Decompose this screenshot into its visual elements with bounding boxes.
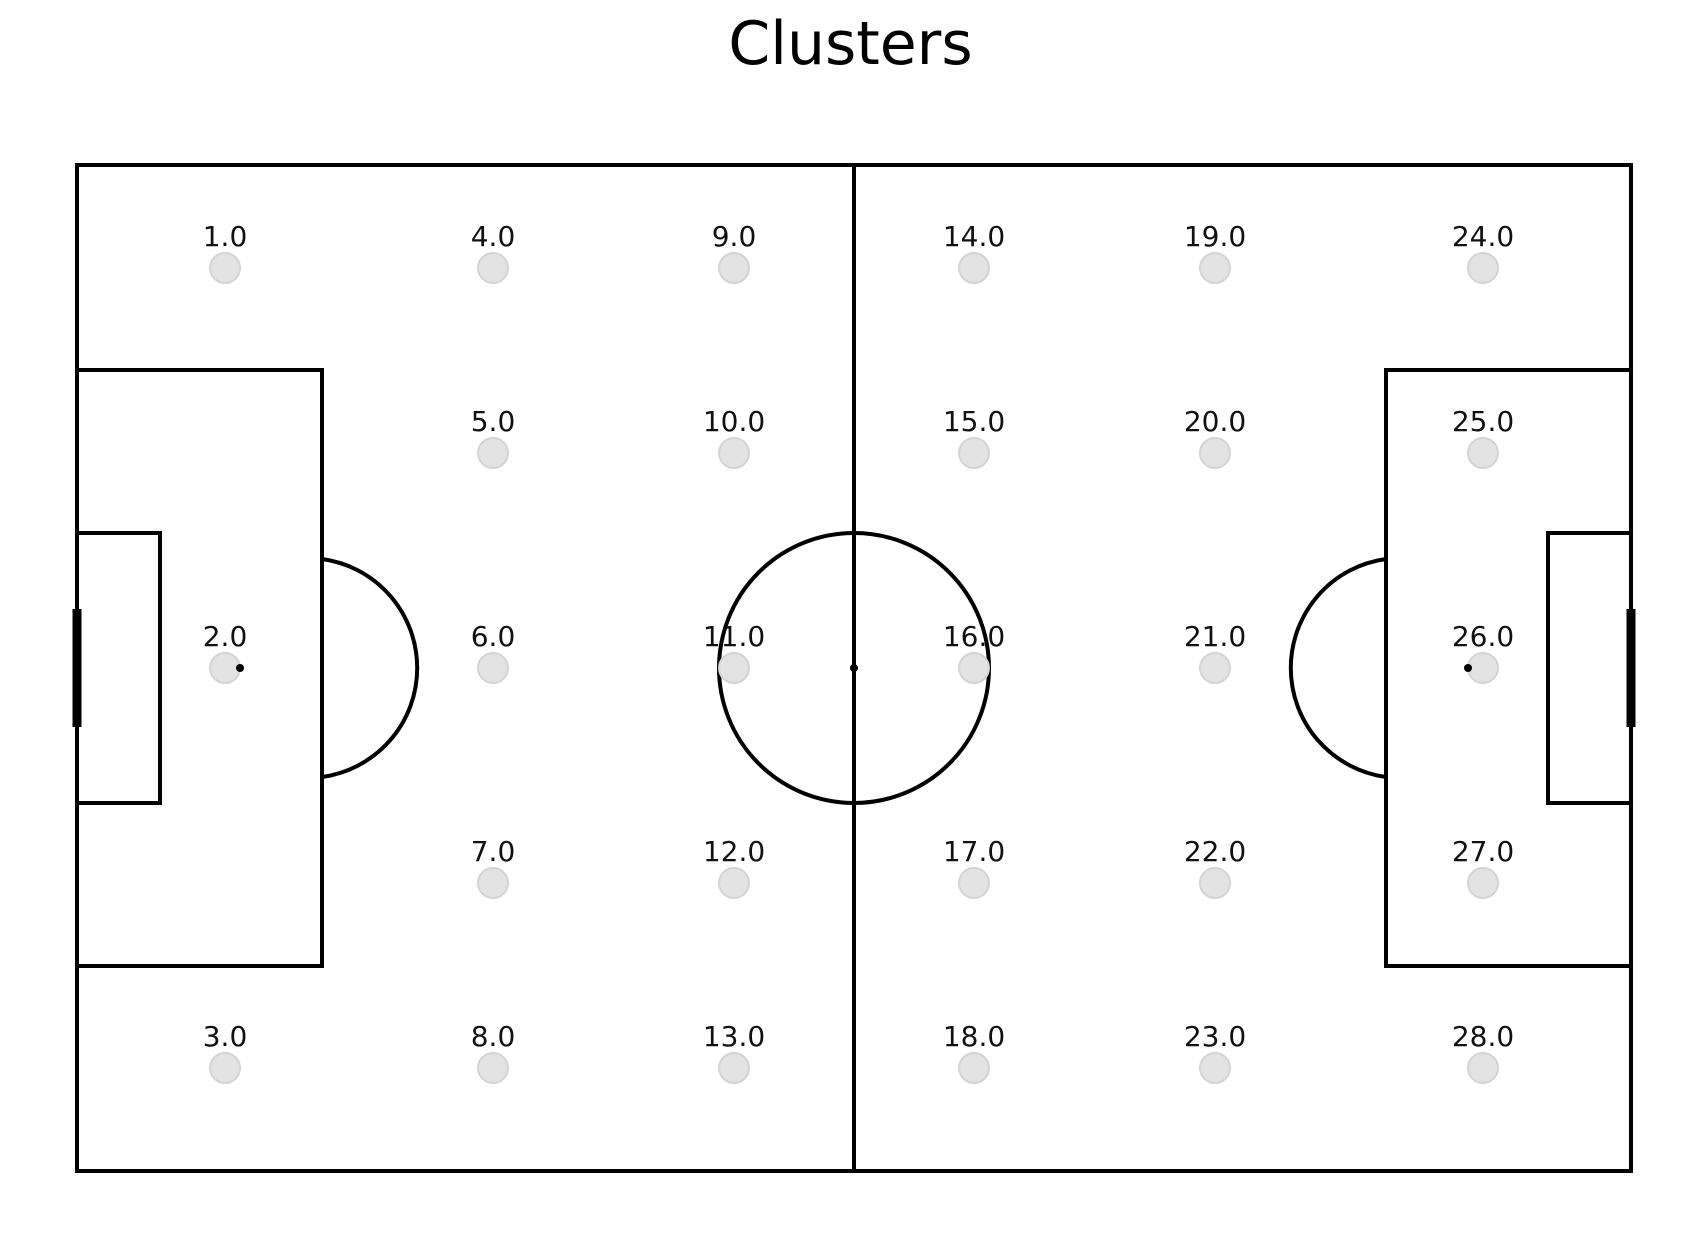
cluster-label: 21.0 (1184, 620, 1246, 653)
cluster-label: 17.0 (943, 835, 1005, 868)
cluster-label: 12.0 (703, 835, 765, 868)
cluster-3.0: 3.0 (203, 1020, 248, 1084)
left-goal-area (75, 531, 162, 805)
cluster-label: 5.0 (471, 405, 516, 438)
cluster-10.0: 10.0 (703, 405, 765, 469)
cluster-markers: 1.0 2.0 3.0 4.0 5.0 6.0 7.0 8.0 9.0 10.0 11.0 12.0 1… (203, 220, 1514, 1084)
cluster-23.0: 23.0 (1184, 1020, 1246, 1084)
cluster-26.0: 26.0 (1452, 620, 1514, 684)
cluster-12.0: 12.0 (703, 835, 765, 899)
cluster-6.0: 6.0 (471, 620, 516, 684)
cluster-marker (477, 437, 509, 469)
cluster-label: 23.0 (1184, 1020, 1246, 1053)
cluster-marker (1199, 652, 1231, 684)
cluster-22.0: 22.0 (1184, 835, 1246, 899)
cluster-marker (1199, 437, 1231, 469)
cluster-marker (1467, 1052, 1499, 1084)
cluster-label: 4.0 (471, 220, 516, 253)
cluster-label: 6.0 (471, 620, 516, 653)
cluster-label: 13.0 (703, 1020, 765, 1053)
cluster-marker (1199, 1052, 1231, 1084)
cluster-marker (958, 1052, 990, 1084)
left-penalty-arc (321, 557, 420, 779)
left-penalty-area (75, 368, 324, 968)
cluster-1.0: 1.0 (203, 220, 248, 284)
cluster-15.0: 15.0 (943, 405, 1005, 469)
cluster-marker (958, 252, 990, 284)
centre-spot (850, 664, 858, 672)
cluster-label: 9.0 (712, 220, 757, 253)
cluster-marker (1467, 867, 1499, 899)
cluster-marker (477, 867, 509, 899)
cluster-11.0: 11.0 (703, 620, 765, 684)
right-goal-area (1546, 531, 1633, 805)
cluster-20.0: 20.0 (1184, 405, 1246, 469)
cluster-marker (718, 867, 750, 899)
cluster-marker (477, 652, 509, 684)
cluster-label: 7.0 (471, 835, 516, 868)
cluster-label: 27.0 (1452, 835, 1514, 868)
right-penalty-spot (1464, 664, 1472, 672)
cluster-label: 14.0 (943, 220, 1005, 253)
pitch-goals (72, 609, 1636, 727)
cluster-marker (477, 1052, 509, 1084)
cluster-marker (718, 652, 750, 684)
cluster-label: 28.0 (1452, 1020, 1514, 1053)
cluster-marker (958, 437, 990, 469)
cluster-marker (1467, 652, 1499, 684)
right-penalty-arc (1288, 557, 1387, 779)
cluster-marker (958, 652, 990, 684)
cluster-label: 2.0 (203, 620, 248, 653)
cluster-label: 25.0 (1452, 405, 1514, 438)
cluster-label: 10.0 (703, 405, 765, 438)
cluster-marker (1467, 252, 1499, 284)
cluster-marker (1199, 867, 1231, 899)
left-penalty-spot (236, 664, 244, 672)
cluster-27.0: 27.0 (1452, 835, 1514, 899)
cluster-label: 11.0 (703, 620, 765, 653)
cluster-label: 15.0 (943, 405, 1005, 438)
cluster-marker (209, 1052, 241, 1084)
cluster-marker (958, 867, 990, 899)
cluster-7.0: 7.0 (471, 835, 516, 899)
cluster-marker (209, 652, 241, 684)
cluster-28.0: 28.0 (1452, 1020, 1514, 1084)
cluster-label: 26.0 (1452, 620, 1514, 653)
cluster-21.0: 21.0 (1184, 620, 1246, 684)
chart-title: Clusters (728, 9, 973, 79)
cluster-marker (209, 252, 241, 284)
cluster-label: 24.0 (1452, 220, 1514, 253)
cluster-4.0: 4.0 (471, 220, 516, 284)
cluster-label: 22.0 (1184, 835, 1246, 868)
cluster-marker (718, 1052, 750, 1084)
cluster-label: 20.0 (1184, 405, 1246, 438)
cluster-24.0: 24.0 (1452, 220, 1514, 284)
cluster-marker (718, 437, 750, 469)
cluster-marker (1199, 252, 1231, 284)
cluster-8.0: 8.0 (471, 1020, 516, 1084)
pitch-spots (236, 664, 1472, 672)
cluster-label: 8.0 (471, 1020, 516, 1053)
right-penalty-area (1384, 368, 1633, 968)
cluster-marker (1467, 437, 1499, 469)
cluster-label: 3.0 (203, 1020, 248, 1053)
cluster-17.0: 17.0 (943, 835, 1005, 899)
cluster-14.0: 14.0 (943, 220, 1005, 284)
cluster-18.0: 18.0 (943, 1020, 1005, 1084)
cluster-19.0: 19.0 (1184, 220, 1246, 284)
cluster-marker (477, 252, 509, 284)
cluster-13.0: 13.0 (703, 1020, 765, 1084)
cluster-5.0: 5.0 (471, 405, 516, 469)
cluster-marker (718, 252, 750, 284)
cluster-9.0: 9.0 (712, 220, 757, 284)
cluster-25.0: 25.0 (1452, 405, 1514, 469)
cluster-label: 16.0 (943, 620, 1005, 653)
cluster-label: 1.0 (203, 220, 248, 253)
cluster-label: 18.0 (943, 1020, 1005, 1053)
cluster-label: 19.0 (1184, 220, 1246, 253)
cluster-16.0: 16.0 (943, 620, 1005, 684)
cluster-2.0: 2.0 (203, 620, 248, 684)
